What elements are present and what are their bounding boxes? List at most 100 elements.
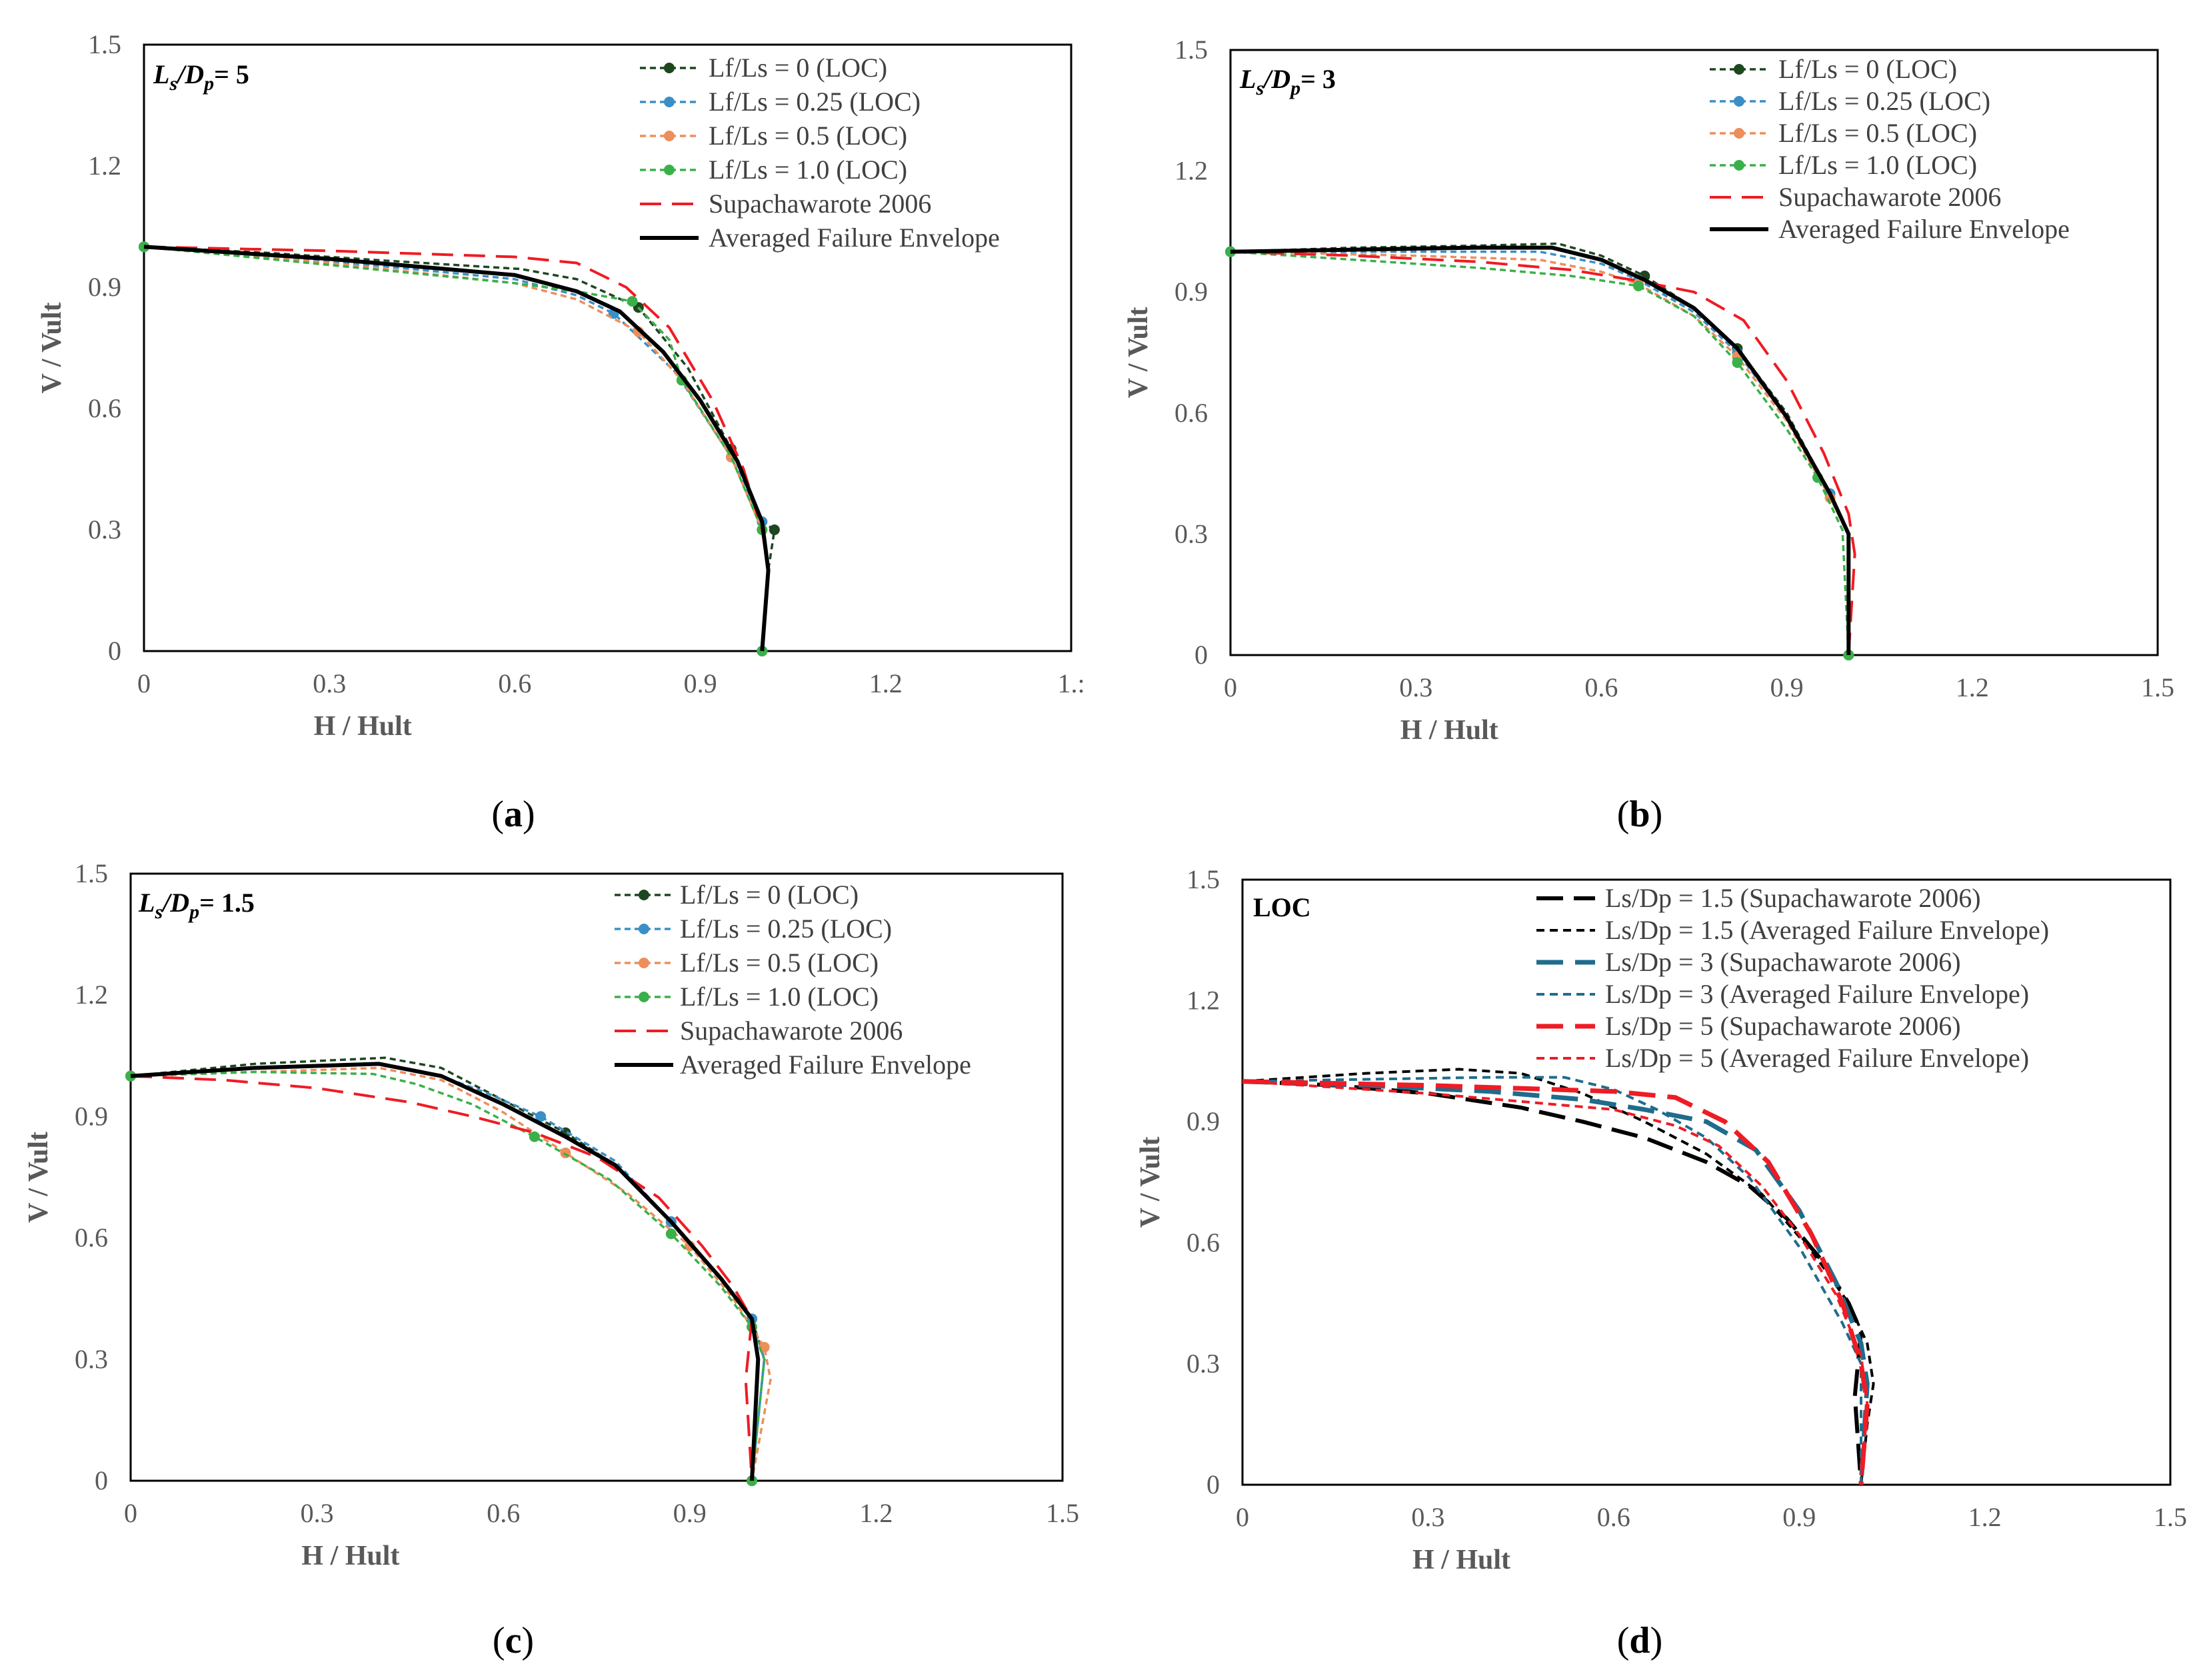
legend-label: Averaged Failure Envelope — [680, 1050, 971, 1080]
legend-marker — [664, 165, 675, 175]
x-tick-label: 0 — [137, 668, 151, 698]
legend-label: Ls/Dp = 3 (Averaged Failure Envelope) — [1605, 979, 2029, 1009]
legend-label: Lf/Ls = 0.5 (LOC) — [1778, 118, 1977, 148]
legend-label: Lf/Ls = 1.0 (LOC) — [709, 155, 907, 185]
legend-label: Lf/Ls = 0.25 (LOC) — [709, 87, 921, 117]
x-tick-label: 0.3 — [313, 668, 346, 698]
x-tick-label: 0.6 — [1584, 672, 1618, 702]
y-tick-label: 1.2 — [75, 980, 108, 1010]
legend-label: Lf/Ls = 0 (LOC) — [1778, 54, 1957, 84]
y-tick-label: 0.9 — [75, 1101, 108, 1131]
legend-label: Lf/Ls = 1.0 (LOC) — [680, 982, 879, 1012]
series-line — [1242, 1076, 1862, 1485]
y-tick-label: 0 — [1194, 640, 1208, 670]
x-tick-label: 1.2 — [859, 1498, 893, 1528]
legend-label: Lf/Ls = 0.25 (LOC) — [1778, 86, 1990, 116]
chart-panel-c: 0 0.3 0.6 0.9 1.2 1.5 0 0.3 0.6 0.9 1.2 1.5 H / Hult… — [23, 858, 1079, 1661]
y-tick-label: 0.3 — [1174, 518, 1208, 548]
x-tick-label: 0.9 — [673, 1498, 707, 1528]
y-axis-label: V / Vult — [23, 1132, 54, 1223]
series-4 — [1242, 1076, 1862, 1485]
y-tick-label: 0.3 — [88, 514, 121, 544]
legend-marker — [1734, 96, 1744, 107]
y-tick-label: 0 — [108, 636, 121, 666]
x-axis-label: H / Hult — [1412, 1545, 1510, 1575]
series-line — [130, 1062, 761, 1481]
x-tick-label: 0.6 — [487, 1498, 520, 1528]
y-tick-label: 0.6 — [1174, 398, 1208, 428]
legend-marker — [639, 924, 649, 934]
x-tick-label: 0.3 — [1399, 672, 1432, 702]
panel-caption: (c) — [493, 1620, 534, 1661]
series-6 — [1242, 1080, 1869, 1485]
plot-frame — [143, 43, 1073, 652]
x-tick-label: 0.6 — [1597, 1502, 1630, 1532]
x-tick-label: 1.5 — [2154, 1502, 2187, 1532]
series-line — [1242, 1079, 1870, 1485]
data-point — [1732, 357, 1743, 369]
series-line — [143, 245, 771, 652]
data-point — [1633, 281, 1644, 292]
data-point — [665, 1228, 677, 1240]
legend-marker — [1734, 128, 1744, 139]
panel-caption: (d) — [1617, 1620, 1662, 1661]
legend-label: Ls/Dp = 1.5 (Averaged Failure Envelope) — [1605, 915, 2049, 945]
panel-caption: (a) — [491, 794, 535, 835]
data-point — [535, 1111, 547, 1122]
y-tick-label: 1.5 — [1174, 35, 1208, 65]
y-tick-label: 0.9 — [1174, 277, 1208, 307]
legend-marker — [639, 958, 649, 968]
legend-marker — [664, 97, 675, 107]
series-line — [143, 245, 776, 652]
x-axis-label: H / Hult — [1400, 715, 1498, 746]
x-axis-label: H / Hult — [301, 1541, 399, 1571]
legend-label: Lf/Ls = 1.0 (LOC) — [1778, 150, 1977, 180]
legend-label: Supachawarote 2006 — [1778, 182, 2001, 212]
chart-panel-d: 0 0.3 0.6 0.9 1.2 1.5 0 0.3 0.6 0.9 1.2 1.5 H / Hult… — [1135, 864, 2187, 1661]
x-tick-label: 1.2 — [1956, 672, 1989, 702]
x-tick-label: 0 — [1236, 1502, 1249, 1532]
y-tick-label: 1.5 — [88, 29, 121, 59]
y-tick-label: 1.5 — [75, 858, 108, 888]
panel-tag: Ls/Dp= 5 — [153, 59, 249, 95]
legend-label: Supachawarote 2006 — [680, 1016, 903, 1046]
data-point — [560, 1148, 571, 1159]
y-tick-label: 0.3 — [75, 1344, 108, 1374]
x-tick-label: 0 — [1224, 672, 1237, 702]
y-axis-label: V / Vult — [37, 303, 67, 394]
legend-label: Ls/Dp = 3 (Supachawarote 2006) — [1605, 947, 1961, 977]
y-axis-label: V / Vult — [1135, 1137, 1166, 1228]
series-6 — [130, 1062, 761, 1481]
x-tick-label: 0.3 — [301, 1498, 334, 1528]
series-line — [1242, 1068, 1875, 1485]
legend-marker — [1734, 160, 1744, 171]
x-tick-label: 0 — [124, 1498, 137, 1528]
legend-label: Lf/Ls = 0.5 (LOC) — [680, 948, 879, 978]
y-tick-label: 0 — [1206, 1469, 1220, 1499]
x-tick-label: 0.9 — [1782, 1502, 1816, 1532]
legend-label: Lf/Ls = 0 (LOC) — [680, 880, 859, 910]
legend-marker — [664, 63, 675, 73]
panel-tag: Ls/Dp= 1.5 — [138, 888, 255, 923]
x-axis-label: H / Hult — [314, 711, 412, 742]
legend-marker — [639, 992, 649, 1002]
legend-label: Supachawarote 2006 — [709, 189, 931, 219]
plot-frame — [1229, 49, 2159, 656]
data-point — [769, 524, 780, 535]
series-6 — [1230, 245, 1851, 655]
legend-label: Ls/Dp = 5 (Averaged Failure Envelope) — [1605, 1043, 2029, 1073]
x-tick-label: 0.6 — [498, 668, 531, 698]
y-tick-label: 0.6 — [75, 1223, 108, 1253]
series-2 — [1242, 1068, 1875, 1485]
y-axis-label: V / Vult — [1123, 307, 1154, 399]
x-tick-label: 1.2 — [869, 668, 903, 698]
legend-label: Lf/Ls = 0.5 (LOC) — [709, 121, 907, 151]
x-tick-label: 0.9 — [684, 668, 717, 698]
x-tick-label: 1.2 — [1968, 1502, 2002, 1532]
legend-label: Averaged Failure Envelope — [1778, 214, 2070, 244]
panel-tag: LOC — [1253, 892, 1311, 922]
data-point — [627, 296, 638, 307]
y-tick-label: 0.9 — [1186, 1106, 1220, 1136]
series-5 — [1230, 250, 1856, 656]
